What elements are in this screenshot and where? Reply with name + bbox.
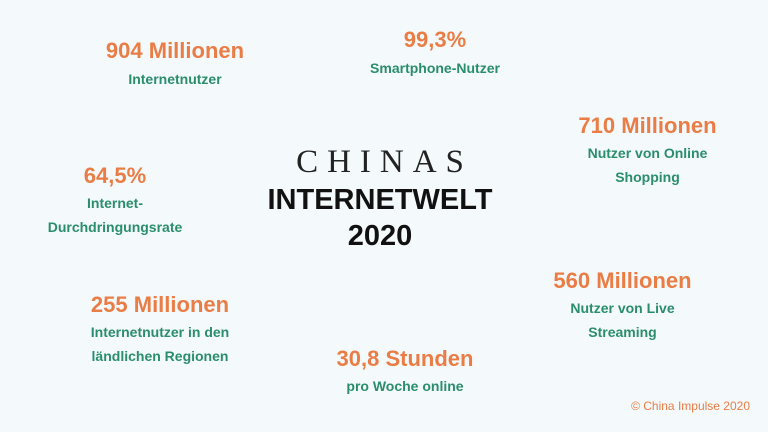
stat-value: 99,3% — [403, 27, 467, 52]
stat-label-line1: Internet- — [87, 195, 143, 211]
copyright-note: © China Impulse 2020 — [631, 399, 750, 413]
stat-value: 710 Millionen — [578, 113, 717, 138]
stat-value: 904 Millionen — [105, 38, 245, 63]
title-line-year: 2020 — [347, 220, 413, 252]
stat-label-line1: Nutzer von Live — [570, 300, 675, 316]
stat-label-line1: Internetnutzer in den — [90, 324, 230, 340]
stat-label: pro Woche online — [346, 378, 464, 394]
stat-label-line2: Streaming — [588, 324, 657, 340]
stat-label: Smartphone-Nutzer — [370, 60, 500, 76]
stat-label-line1: Nutzer von Online — [587, 145, 708, 161]
stat-label: Internetnutzer — [128, 71, 222, 87]
stat-label-line2: Durchdringungsrate — [47, 219, 183, 235]
stat-value: 560 Millionen — [553, 268, 692, 293]
stat-value: 30,8 Stunden — [336, 346, 474, 371]
title-line-internetwelt: INTERNETWELT — [267, 184, 493, 216]
stat-hours-online: 30,8 Stunden pro Woche online — [310, 346, 500, 398]
stat-value: 64,5% — [83, 163, 147, 188]
stat-label-line2: Shopping — [615, 169, 680, 185]
stat-online-shopping: 710 Millionen Nutzer von Online Shopping — [550, 113, 745, 189]
stat-internet-users: 904 Millionen Internetnutzer — [80, 38, 270, 91]
title-line-chinas: CHINAS — [296, 144, 473, 180]
stat-smartphone-users: 99,3% Smartphone-Nutzer — [340, 27, 530, 80]
center-title: CHINAS INTERNETWELT 2020 — [240, 142, 520, 254]
stat-rural-users: 255 Millionen Internetnutzer in den länd… — [55, 292, 265, 368]
stat-penetration-rate: 64,5% Internet- Durchdringungsrate — [15, 163, 215, 239]
stat-live-streaming: 560 Millionen Nutzer von Live Streaming — [525, 268, 720, 344]
stat-value: 255 Millionen — [90, 292, 230, 317]
stat-label-line2: ländlichen Regionen — [91, 348, 229, 364]
